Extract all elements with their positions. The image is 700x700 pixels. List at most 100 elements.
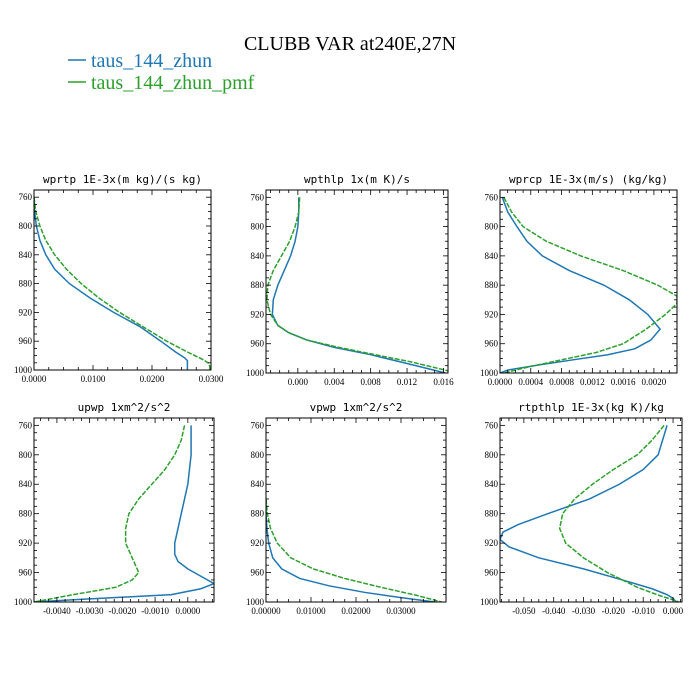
plot-frame	[265, 189, 449, 374]
y-tick-label: 800	[251, 450, 265, 460]
y-tick-label: 800	[19, 450, 33, 460]
x-tick-label: 0.000	[663, 606, 684, 616]
panel-title: wprtp 1E-3x(m kg)/(s kg)	[43, 173, 202, 186]
y-tick-label: 880	[485, 280, 499, 290]
y-tick-label: 960	[485, 339, 499, 349]
y-tick-label: 760	[19, 420, 33, 430]
y-tick-label: 760	[485, 420, 499, 430]
series-line-zhun	[34, 425, 214, 602]
series-line-zhun	[266, 498, 435, 602]
y-tick-label: 800	[19, 221, 33, 231]
x-tick-label: 0.0200	[140, 374, 165, 384]
x-tick-label: -0.030	[572, 606, 596, 616]
x-tick-label: 0.0000	[175, 606, 200, 616]
y-tick-label: 960	[19, 568, 33, 578]
panel-1: wprtp 1E-3x(m kg)/(s kg) 760 800 840 880 920 9…	[14, 173, 224, 384]
x-tick-label: -0.0010	[141, 606, 169, 616]
series-line-zhun	[271, 197, 446, 373]
y-tick-label: 1000	[14, 597, 33, 607]
x-tick-label: 0.0016	[611, 377, 636, 387]
y-tick-label: 1000	[480, 597, 499, 607]
x-tick-label: 0.008	[361, 377, 382, 387]
y-tick-label: 840	[251, 251, 265, 261]
y-tick-label: 920	[485, 538, 499, 548]
panel-2: wpthlp 1x(m K)/s 760 800 840 880 920 960 1000 0.…	[246, 173, 454, 387]
x-tick-label: 0.0300	[199, 374, 224, 384]
x-tick-label: -0.0030	[76, 606, 104, 616]
x-tick-label: 0.000	[288, 377, 309, 387]
x-tick-label: -0.040	[542, 606, 566, 616]
x-tick-label: -0.0040	[43, 606, 71, 616]
x-tick-label: 0.0000	[22, 374, 47, 384]
panel-6: rtpthlp 1E-3x(kg K)/kg 760 800 840 880 920 960…	[480, 401, 684, 616]
y-tick-label: 920	[251, 538, 265, 548]
y-tick-label: 840	[485, 251, 499, 261]
plot-frame	[499, 189, 678, 374]
y-tick-label: 880	[485, 509, 499, 519]
panel-3: wprcp 1E-3x(m/s) (kg/kg) 760 800 840 880 920 9…	[480, 173, 678, 387]
y-tick-label: 880	[19, 509, 33, 519]
series-group	[266, 498, 442, 602]
y-tick-label: 800	[251, 222, 265, 232]
x-tick-label: 0.016	[433, 377, 454, 387]
x-tick-label: 0.00000	[251, 606, 281, 616]
x-tick-label: 0.0100	[81, 374, 106, 384]
y-tick-label: 800	[485, 222, 499, 232]
x-tick-label: -0.0020	[108, 606, 136, 616]
panel-title: wprcp 1E-3x(m/s) (kg/kg)	[509, 173, 668, 186]
series-line-zhun-pmf	[266, 197, 448, 372]
y-tick-label: 920	[485, 309, 499, 319]
y-tick-label: 840	[19, 479, 33, 489]
y-tick-label: 880	[19, 279, 33, 289]
panel-title: vpwp 1xm^2/s^2	[310, 401, 403, 414]
x-tick-label: 0.012	[397, 377, 417, 387]
y-tick-label: 760	[485, 192, 499, 202]
series-group	[34, 197, 211, 370]
x-tick-label: 0.0012	[580, 377, 605, 387]
y-tick-label: 960	[485, 568, 499, 578]
y-tick-label: 800	[485, 450, 499, 460]
x-tick-label: 0.02000	[341, 606, 371, 616]
x-tick-label: 0.0000	[488, 377, 513, 387]
y-tick-label: 1000	[14, 365, 33, 375]
plot-frame	[499, 417, 683, 603]
panel-title: upwp 1xm^2/s^2	[78, 401, 171, 414]
y-tick-label: 840	[485, 479, 499, 489]
y-tick-label: 1000	[246, 368, 265, 378]
series-line-zhun-pmf	[558, 424, 680, 602]
panels: wprtp 1E-3x(m kg)/(s kg) 760 800 840 880 920 9…	[14, 173, 684, 616]
series-line-zhun-pmf	[266, 498, 442, 602]
y-tick-label: 1000	[480, 368, 499, 378]
y-tick-label: 920	[19, 538, 33, 548]
y-tick-label: 840	[251, 479, 265, 489]
panel-5: vpwp 1xm^2/s^2 760 800 840 880 920 960 10000.00…	[246, 401, 447, 616]
series-group	[500, 424, 680, 602]
y-tick-label: 960	[251, 339, 265, 349]
x-tick-label: -0.020	[602, 606, 626, 616]
series-line-zhun	[500, 425, 677, 602]
x-tick-label: 0.0008	[549, 377, 574, 387]
x-tick-label: 0.01000	[296, 606, 326, 616]
series-group	[34, 425, 214, 602]
y-tick-label: 880	[251, 280, 265, 290]
legend: taus_144_zhun taus_144_zhun_pmf	[68, 50, 255, 94]
panel-4: upwp 1xm^2/s^2 760 800 840 880 920 960 1000 -0.0…	[14, 401, 215, 616]
plot-frame	[33, 189, 212, 371]
panel-title: wpthlp 1x(m K)/s	[304, 173, 410, 186]
x-tick-label: -0.010	[632, 606, 656, 616]
figure-title: CLUBB VAR at240E,27N	[244, 33, 456, 55]
panel-title: rtpthlp 1E-3x(kg K)/kg	[518, 401, 664, 414]
series-group	[500, 196, 677, 373]
x-tick-label: 0.0004	[518, 377, 543, 387]
plot-frame	[33, 417, 215, 603]
series-line-zhun-pmf	[34, 197, 211, 370]
series-line-zhun	[34, 197, 189, 370]
y-tick-label: 960	[251, 568, 265, 578]
y-tick-label: 760	[251, 420, 265, 430]
legend-label-zhun: taus_144_zhun	[91, 50, 212, 72]
y-tick-label: 760	[251, 192, 265, 202]
x-tick-label: 0.0020	[642, 377, 667, 387]
x-tick-label: 0.004	[324, 377, 345, 387]
x-tick-label: -0.050	[512, 606, 536, 616]
y-tick-label: 840	[19, 250, 33, 260]
